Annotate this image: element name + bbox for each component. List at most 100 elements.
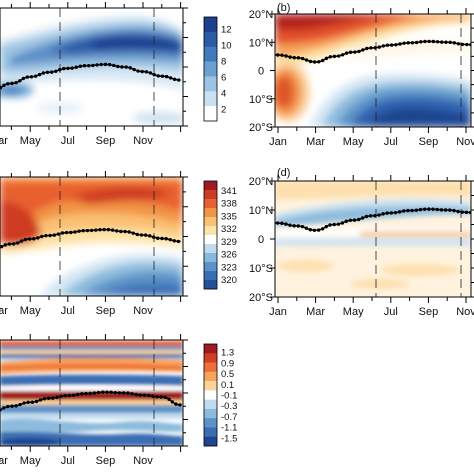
line-dot bbox=[51, 396, 55, 400]
line-dot bbox=[172, 239, 176, 243]
line-dot bbox=[300, 224, 305, 229]
line-dot bbox=[284, 54, 288, 58]
line-dot bbox=[7, 242, 12, 246]
line-dot bbox=[85, 228, 90, 233]
line-dot bbox=[280, 53, 284, 57]
x-tick-label: Mar bbox=[0, 305, 2, 317]
line-dot bbox=[353, 50, 357, 54]
line-dot bbox=[16, 241, 20, 245]
colorbar-swatch bbox=[204, 91, 217, 107]
line-dot bbox=[67, 393, 72, 398]
line-dot bbox=[96, 390, 101, 395]
x-tick-label: Sep bbox=[96, 305, 116, 317]
line-dot bbox=[460, 42, 465, 47]
line-dot bbox=[91, 63, 95, 68]
line-dot bbox=[344, 219, 348, 223]
line-dot bbox=[77, 229, 81, 233]
line-dot bbox=[316, 228, 321, 232]
x-tick-label: Nov bbox=[133, 135, 153, 147]
line-dot bbox=[23, 237, 28, 242]
line-dot bbox=[439, 208, 444, 212]
line-dot bbox=[308, 227, 312, 232]
line-dot bbox=[381, 44, 386, 48]
line-dot bbox=[110, 228, 115, 232]
line-dot bbox=[332, 54, 337, 59]
line-dot bbox=[132, 67, 136, 72]
line-dot bbox=[364, 214, 369, 219]
line-dot bbox=[78, 64, 83, 68]
line-dot bbox=[292, 56, 296, 60]
line-dot bbox=[80, 392, 84, 396]
line-dot bbox=[11, 242, 16, 246]
colorbar-tick-label: 2 bbox=[221, 105, 226, 116]
line-dot bbox=[71, 393, 76, 397]
line-dot bbox=[66, 66, 70, 71]
line-dot bbox=[156, 236, 160, 240]
line-dot bbox=[46, 396, 51, 401]
line-dot bbox=[52, 233, 56, 237]
line-dot bbox=[340, 53, 345, 57]
line-dot bbox=[328, 55, 333, 59]
colorbar-swatch bbox=[204, 408, 217, 419]
x-tick-label: Sep bbox=[419, 136, 439, 148]
line-dot bbox=[419, 40, 423, 44]
colorbar-swatch bbox=[204, 46, 217, 62]
line-dot bbox=[50, 70, 54, 74]
colorbar-swatch bbox=[204, 271, 217, 281]
line-dot bbox=[45, 70, 50, 74]
panel-d-label: (d) bbox=[277, 167, 290, 179]
line-dot bbox=[14, 404, 18, 408]
line-dot bbox=[98, 228, 102, 232]
x-tick-label: Jul bbox=[384, 136, 398, 148]
line-dot bbox=[276, 53, 280, 57]
line-dot bbox=[356, 217, 361, 222]
line-dot bbox=[288, 223, 292, 227]
line-dot bbox=[373, 213, 377, 218]
y-tick-label: 0 bbox=[258, 66, 264, 78]
line-dot bbox=[435, 207, 439, 212]
line-dot bbox=[121, 391, 126, 395]
colorbar-tick-label: 320 bbox=[221, 275, 237, 286]
colorbar-swatch bbox=[204, 17, 217, 33]
line-dot bbox=[142, 393, 147, 397]
line-dot bbox=[336, 222, 341, 226]
colorbar-frame bbox=[203, 16, 218, 122]
line-dot bbox=[148, 71, 153, 75]
line-dot bbox=[402, 209, 406, 213]
colorbar-tick-label: 326 bbox=[221, 250, 237, 261]
line-dot bbox=[172, 77, 177, 82]
y-tick-label: 0 bbox=[258, 234, 264, 246]
x-tick-label: Jul bbox=[61, 455, 75, 467]
line-dot bbox=[41, 71, 46, 75]
line-dot bbox=[2, 406, 6, 410]
line-dot bbox=[159, 395, 163, 399]
line-dot bbox=[138, 393, 143, 397]
line-dot bbox=[168, 237, 172, 242]
line-dot bbox=[74, 65, 78, 69]
line-dot bbox=[2, 83, 6, 88]
line-dot bbox=[56, 232, 61, 236]
line-dot bbox=[360, 216, 365, 220]
line-dot bbox=[275, 221, 280, 225]
panel-e: MarMayJulSepNovMar 1.30.90.50.1-0.1-0.3-… bbox=[0, 334, 237, 467]
line-dot bbox=[59, 394, 63, 399]
line-dot bbox=[174, 402, 178, 406]
line-dot bbox=[357, 49, 361, 54]
x-tick-label: Nov bbox=[456, 136, 474, 148]
line-dot bbox=[418, 207, 423, 212]
colorbar-tick-label: 341 bbox=[221, 186, 237, 197]
panel-a-field bbox=[0, 8, 183, 126]
colorbar-swatch bbox=[204, 190, 217, 200]
line-dot bbox=[112, 63, 116, 68]
line-dot bbox=[42, 396, 47, 401]
line-dot bbox=[155, 395, 159, 399]
colorbar-tick-label: 0.1 bbox=[221, 380, 234, 391]
colorbar-swatch bbox=[204, 244, 217, 254]
line-dot bbox=[414, 40, 419, 45]
line-dot bbox=[423, 39, 427, 44]
line-dot bbox=[105, 390, 109, 394]
x-tick-label: Nov bbox=[133, 455, 153, 467]
colorbar-swatch bbox=[204, 76, 217, 92]
line-dot bbox=[27, 237, 32, 241]
